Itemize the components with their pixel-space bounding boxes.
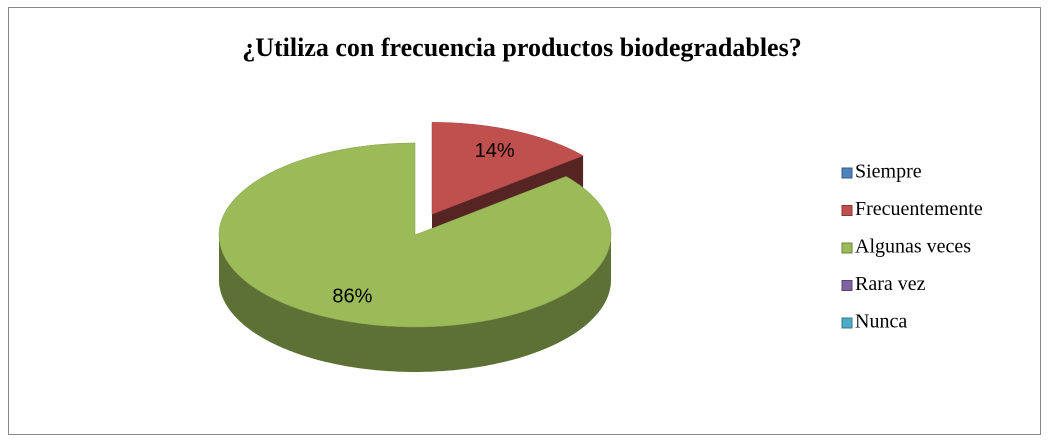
legend-swatch xyxy=(841,280,853,291)
legend-label: Rara vez xyxy=(855,273,926,295)
legend-entry: Frecuentemente xyxy=(841,198,983,220)
chart-title: ¿Utiliza con frecuencia productos biodeg… xyxy=(242,33,801,62)
legend-swatch xyxy=(841,317,853,329)
legend-entry: Rara vez xyxy=(841,273,926,295)
legend-swatch xyxy=(841,167,853,179)
legend-label: Siempre xyxy=(855,161,922,183)
legend-swatch xyxy=(841,205,853,216)
pie-slice xyxy=(218,142,612,328)
pie-slice xyxy=(431,122,584,215)
legend-label: Nunca xyxy=(855,311,907,333)
legend-swatch xyxy=(841,242,853,254)
data-label: 86% xyxy=(332,286,372,308)
legend-label: Frecuentemente xyxy=(855,198,983,220)
slice-side xyxy=(219,235,611,372)
legend-entry: Siempre xyxy=(841,161,922,183)
legend-label: Algunas veces xyxy=(855,236,971,258)
legend-entry: Nunca xyxy=(841,311,907,333)
legend-entry: Algunas veces xyxy=(841,236,971,258)
data-label: 14% xyxy=(475,140,515,162)
